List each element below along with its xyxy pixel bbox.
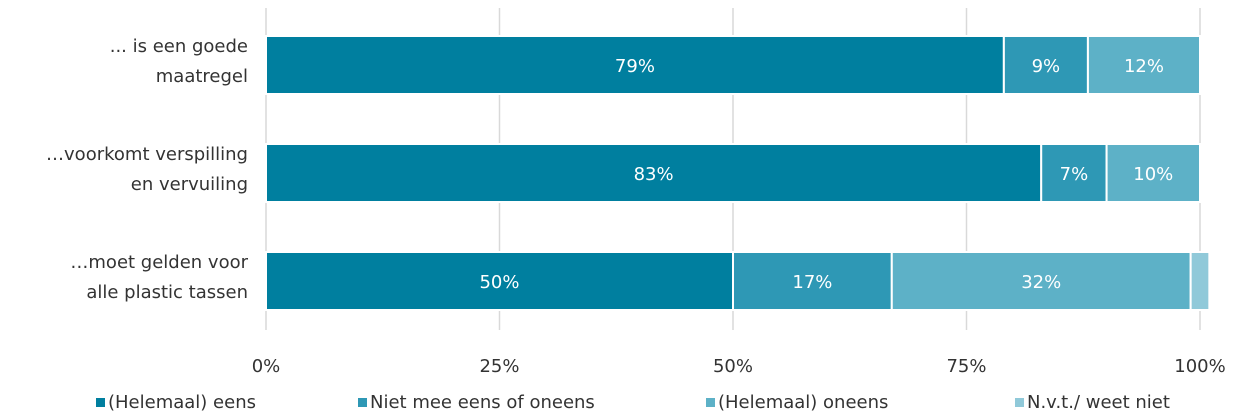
- legend-label: (Helemaal) oneens: [718, 392, 888, 413]
- legend-swatch: [358, 398, 367, 407]
- data-label: 79%: [615, 56, 655, 77]
- legend-swatch: [1015, 398, 1024, 407]
- x-tick-label: 25%: [479, 356, 519, 377]
- data-labels: 79% 9% 12% 83% 7% 10% 50% 17% 32%: [479, 56, 1173, 293]
- category-label: ... is een goede: [110, 36, 248, 57]
- category-labels: ... is een goede maatregel …voorkomt versp…: [46, 36, 249, 303]
- x-axis-ticks: 0% 25% 50% 75% 100%: [252, 356, 1226, 377]
- bars: [265, 35, 1211, 311]
- data-label: 17%: [792, 272, 832, 293]
- bar-segment: [890, 251, 1192, 311]
- bar-segment: [1105, 143, 1201, 203]
- data-label: 12%: [1124, 56, 1164, 77]
- data-label: 10%: [1133, 164, 1173, 185]
- data-label: 83%: [634, 164, 674, 185]
- data-label: 32%: [1021, 272, 1061, 293]
- bar-segment: [1189, 251, 1211, 311]
- data-label: 7%: [1060, 164, 1089, 185]
- legend-label: N.v.t./ weet niet: [1027, 392, 1170, 413]
- bar-segment: [1040, 143, 1108, 203]
- x-tick-label: 75%: [946, 356, 986, 377]
- bar-segment: [265, 251, 734, 311]
- bar-segment: [1086, 35, 1202, 95]
- legend-label: Niet mee eens of oneens: [370, 392, 595, 413]
- bar-segment: [265, 35, 1005, 95]
- x-tick-label: 0%: [252, 356, 281, 377]
- category-label: en vervuiling: [131, 174, 248, 195]
- x-tick-label: 50%: [713, 356, 753, 377]
- legend-swatch: [96, 398, 105, 407]
- legend-swatch: [706, 398, 715, 407]
- legend: (Helemaal) eens Niet mee eens of oneens (H…: [96, 392, 1170, 413]
- category-label: …moet gelden voor: [70, 252, 248, 273]
- data-label: 9%: [1032, 56, 1061, 77]
- legend-label: (Helemaal) eens: [108, 392, 256, 413]
- x-tick-label: 100%: [1174, 356, 1225, 377]
- category-label: maatregel: [156, 66, 248, 87]
- category-label: alle plastic tassen: [86, 282, 248, 303]
- data-label: 50%: [479, 272, 519, 293]
- category-label: …voorkomt verspilling: [46, 144, 248, 165]
